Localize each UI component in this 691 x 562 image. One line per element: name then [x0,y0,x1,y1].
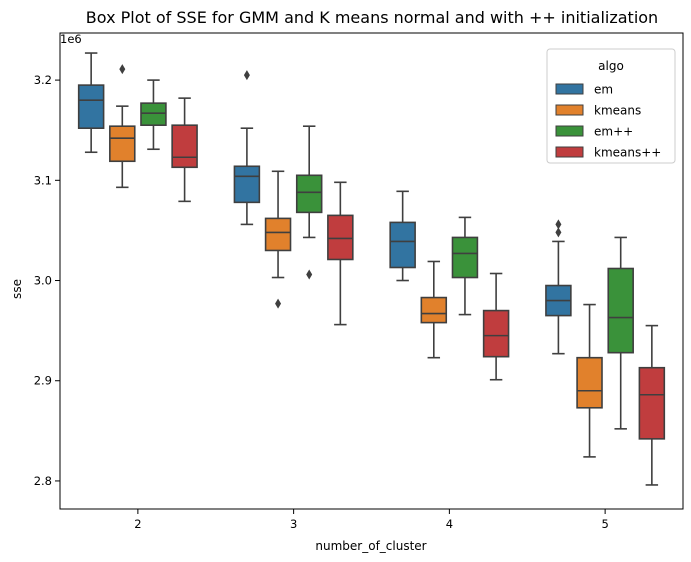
box-body [451,236,479,279]
legend-label: em++ [594,125,633,139]
box-kmeans++-cluster-5 [638,324,666,486]
box-body [482,309,510,358]
legend-entry-em: em [555,83,613,97]
box-body [233,165,261,204]
outlier-point [555,219,562,230]
x-tick-label: 4 [446,517,453,531]
box-body [77,84,105,130]
box-body [140,102,167,126]
legend-label: kmeans++ [594,146,661,160]
y-tick-label: 3.2 [34,73,52,87]
box-em++-cluster-5 [607,236,634,430]
chart-title: Box Plot of SSE for GMM and K means norm… [86,8,658,27]
box-kmeans-cluster-2 [109,64,136,189]
box-body [264,217,292,252]
legend-title: algo [598,59,624,73]
x-axis-label: number_of_cluster [315,539,426,553]
legend-entry-kmeans: kmeans [555,104,641,118]
y-tick-label: 3.1 [34,173,52,187]
box-em++-cluster-2 [140,79,167,151]
box-body [327,214,354,261]
box-kmeans++-cluster-4 [482,272,510,381]
outlier-point [243,70,250,81]
box-body [389,221,416,269]
legend-swatch [555,146,584,158]
axes-frame [59,32,684,510]
x-tick-label: 5 [601,517,608,531]
box-body [638,366,666,440]
legend-label: kmeans [594,104,641,118]
box-kmeans-cluster-5 [576,303,603,458]
box-body [607,267,634,354]
legend: algo em kmeans em++ kmeans++ [546,48,676,164]
y-tick-label: 2.8 [34,474,52,488]
legend-swatch [555,83,584,95]
box-em++-cluster-3 [295,125,323,280]
outlier-point [275,298,282,309]
box-body [576,356,603,409]
box-body [109,125,136,163]
box-kmeans-cluster-4 [420,260,448,359]
outlier-point [119,64,126,75]
outlier-point [306,269,313,280]
plot-area: 2.8 2.9 3.0 3.1 3.2 2 3 4 5 [34,32,684,531]
box-em-cluster-2 [77,52,105,154]
outlier-point [555,227,562,238]
legend-entry-em++: em++ [555,125,633,139]
box-kmeans-cluster-3 [264,170,292,309]
x-tick-label: 2 [134,517,141,531]
legend-swatch [555,125,584,137]
box-body [295,174,323,214]
box-kmeans++-cluster-2 [171,97,198,203]
box-em-cluster-4 [389,190,416,282]
box-body [420,296,448,324]
legend-label: em [594,83,613,97]
box-em-cluster-3 [233,70,261,226]
box-kmeans++-cluster-3 [327,181,354,326]
x-tick-label: 3 [290,517,297,531]
box-body [171,124,198,169]
y-tick-label: 2.9 [34,374,52,388]
box-em++-cluster-4 [451,216,479,316]
y-axis-label: sse [10,279,24,299]
box-em-cluster-5 [545,219,572,355]
y-tick-label: 3.0 [34,274,52,288]
legend-swatch [555,104,584,116]
legend-entry-kmeans++: kmeans++ [555,146,661,160]
y-offset-text: 1e6 [60,32,82,46]
